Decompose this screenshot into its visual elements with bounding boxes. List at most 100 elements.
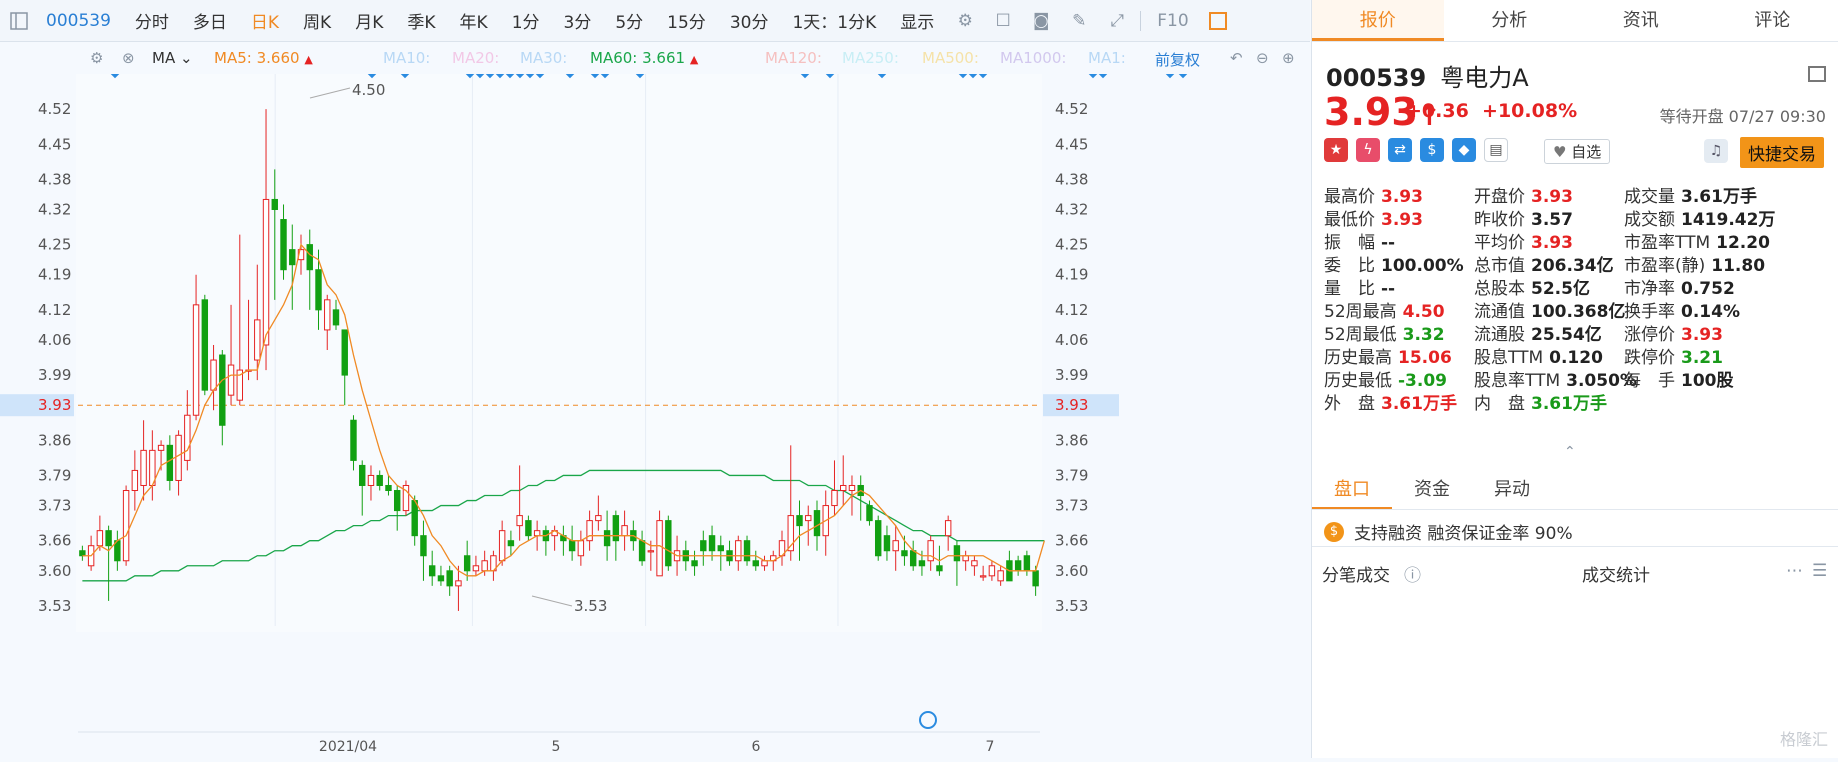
candle-body (893, 541, 898, 551)
range-select[interactable]: 1天：1分K (780, 8, 888, 33)
china-flag-icon[interactable]: ★ (1324, 138, 1348, 162)
period-tab[interactable]: 日K (239, 8, 291, 33)
price-change: +0.36 +10.08% (1406, 100, 1577, 122)
period-tab[interactable]: 30分 (718, 8, 781, 33)
sidebar-toggle-icon[interactable] (8, 10, 30, 32)
period-tab[interactable]: 月K (343, 8, 395, 33)
pencil-icon[interactable]: ✎ (1068, 10, 1090, 32)
y-tick-label-left: 3.73 (38, 497, 71, 515)
y-tick-label-right: 4.45 (1055, 135, 1088, 153)
candle-body (569, 541, 574, 551)
candle-body (937, 566, 942, 571)
period-tab[interactable]: 季K (395, 8, 447, 33)
bottom-tab[interactable]: 资金 (1392, 470, 1472, 509)
candle-body (447, 571, 452, 586)
lightning-icon[interactable]: ϟ (1356, 138, 1380, 162)
quote-tab[interactable]: 资讯 (1575, 0, 1707, 41)
quote-tab[interactable]: 评论 (1707, 0, 1838, 41)
candle-body (377, 475, 382, 485)
candle-body (220, 355, 225, 425)
period-tab[interactable]: 周K (291, 8, 343, 33)
ma1-readout: MA1: (1088, 49, 1126, 67)
period-tab[interactable]: 3分 (552, 8, 604, 33)
bottom-tab[interactable]: 异动 (1472, 470, 1552, 509)
camera-icon[interactable]: ◙ (1030, 10, 1052, 32)
panel-icon[interactable] (1209, 12, 1227, 30)
square-icon[interactable]: ☐ (992, 10, 1014, 32)
dollar-icon[interactable]: $ (1420, 138, 1444, 162)
candle-body (526, 521, 531, 536)
display-menu[interactable]: 显示 (888, 8, 946, 33)
close-icon[interactable]: ⊗ (122, 49, 135, 67)
y-tick-label-right: 3.66 (1055, 532, 1088, 550)
margin-text: 支持融资 融资保证金率 90% (1354, 519, 1573, 544)
dollar-badge-icon: $ (1324, 522, 1344, 542)
candle-body (1033, 571, 1038, 586)
quote-code: 000539 (1326, 64, 1426, 92)
quote-tab[interactable]: 分析 (1444, 0, 1576, 41)
gear-icon[interactable]: ⚙ (90, 49, 103, 67)
candle-body (910, 551, 915, 566)
notes-icon[interactable]: ▤ (1484, 138, 1508, 162)
period-tab[interactable]: 15分 (655, 8, 718, 33)
field-label: 每 手 (1624, 371, 1675, 391)
bell-icon[interactable]: ♫ (1704, 139, 1728, 163)
quote-field: 量 比-- (1324, 274, 1395, 299)
ma-selector[interactable]: MA ⌄ (152, 49, 193, 67)
y-tick-label-right: 4.06 (1055, 331, 1088, 349)
candle-body (919, 561, 924, 566)
candle-body (832, 491, 837, 506)
candle-body (106, 531, 111, 546)
y-tick-label-right: 4.19 (1055, 266, 1088, 284)
fullscreen-icon[interactable]: ⤢ (1106, 10, 1128, 32)
adjust-button[interactable]: 前复权 (1155, 49, 1200, 70)
quick-trade-button[interactable]: 快捷交易 (1740, 137, 1824, 168)
collapse-icon[interactable]: ⌃ (1564, 444, 1576, 460)
heart-icon: ♥ (1553, 143, 1566, 161)
help-icon[interactable]: ⓘ (1404, 561, 1421, 586)
shuffle-icon[interactable]: ⇄ (1388, 138, 1412, 162)
layout-icon[interactable] (1808, 66, 1826, 82)
quote-tab[interactable]: 报价 (1312, 0, 1444, 41)
period-tab[interactable]: 分时 (123, 8, 181, 33)
watchlist-button[interactable]: ♥ 自选 (1544, 139, 1610, 164)
bottom-tab[interactable]: 盘口 (1312, 470, 1392, 509)
candle-body (342, 330, 347, 375)
candle-body (945, 521, 950, 536)
tag-icon[interactable]: ◆ (1452, 138, 1476, 162)
settings-icon[interactable]: ⚙ (954, 10, 976, 32)
f10-button[interactable]: F10 (1145, 11, 1200, 31)
field-label: 平均价 (1474, 233, 1525, 253)
zoom-out-icon[interactable]: ⊖ (1256, 49, 1269, 67)
field-label: 52周最低 (1324, 325, 1397, 345)
field-label: 换手率 (1624, 302, 1675, 322)
candle-body (473, 566, 478, 571)
candle-body (141, 450, 146, 485)
period-tab[interactable]: 年K (448, 8, 500, 33)
trades-label[interactable]: 分笔成交 (1322, 561, 1390, 586)
y-tick-label-right: 4.52 (1055, 100, 1088, 118)
candle-body (928, 541, 933, 561)
y-tick-label-left: 4.52 (38, 100, 71, 118)
list-icon[interactable]: ☰ (1812, 561, 1827, 581)
stats-label[interactable]: 成交统计 (1582, 561, 1650, 586)
period-tab[interactable]: 多日 (181, 8, 239, 33)
period-tab[interactable]: 5分 (603, 8, 655, 33)
field-label: 历史最高 (1324, 348, 1392, 368)
field-value: 3.61万手 (1531, 394, 1607, 414)
more-icon[interactable]: ⋯ (1786, 561, 1803, 581)
candle-body (211, 360, 216, 390)
zoom-in-icon[interactable]: ⊕ (1282, 49, 1295, 67)
period-tab[interactable]: 1分 (500, 8, 552, 33)
candle-body (185, 415, 190, 460)
undo-icon[interactable]: ↶ (1230, 49, 1243, 67)
field-value: -- (1381, 279, 1395, 299)
ma120-readout: MA120: (765, 49, 822, 67)
